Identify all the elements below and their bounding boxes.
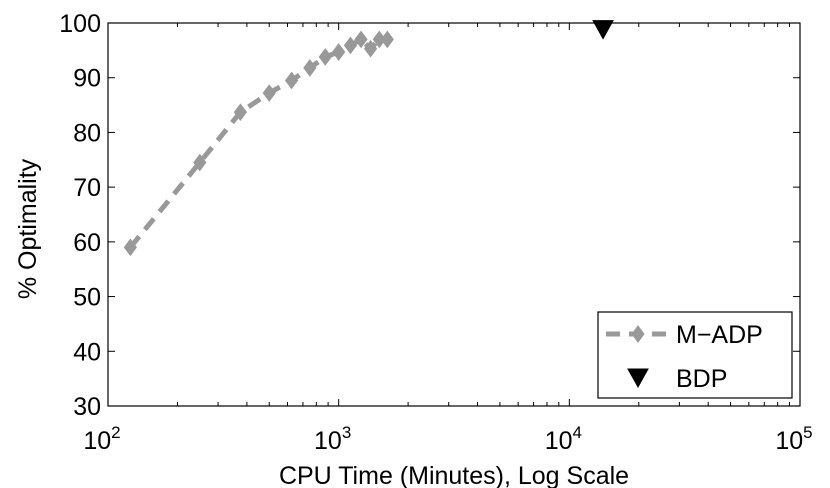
y-tick-label: 50 bbox=[73, 284, 101, 312]
legend: M−ADP BDP bbox=[597, 311, 793, 399]
y-axis-label: % Optimality bbox=[14, 158, 42, 299]
axis-ticks bbox=[107, 22, 801, 407]
legend-entries: M−ADP BDP bbox=[606, 321, 763, 393]
data-point bbox=[123, 238, 137, 257]
legend-label: BDP bbox=[676, 365, 727, 393]
data-point bbox=[380, 30, 394, 49]
data-point bbox=[303, 59, 317, 77]
x-tick-labels: 102 103 104 105 bbox=[83, 423, 812, 455]
data-point bbox=[262, 84, 276, 102]
y-tick-label: 70 bbox=[73, 174, 101, 202]
y-tick-label: 60 bbox=[73, 229, 101, 257]
y-tick-label: 30 bbox=[73, 393, 101, 421]
x-tick-label: 104 bbox=[545, 423, 582, 455]
data-point bbox=[592, 20, 614, 40]
x-tick-label: 105 bbox=[775, 423, 812, 455]
y-tick-label: 80 bbox=[73, 119, 101, 147]
series-layer bbox=[123, 20, 614, 257]
legend-entry: BDP bbox=[627, 365, 727, 393]
y-tick-label: 40 bbox=[73, 338, 101, 366]
data-point bbox=[332, 43, 346, 61]
x-axis-label: CPU Time (Minutes), Log Scale bbox=[279, 462, 629, 488]
x-tick-label: 103 bbox=[314, 423, 351, 455]
data-point bbox=[627, 368, 649, 389]
data-point bbox=[363, 39, 378, 58]
legend-box bbox=[597, 311, 793, 399]
data-point bbox=[354, 30, 368, 49]
y-tick-label: 100 bbox=[59, 10, 101, 38]
data-point bbox=[318, 48, 332, 66]
y-tick-label: 90 bbox=[73, 65, 101, 93]
data-point bbox=[233, 103, 248, 122]
legend-entry: M−ADP bbox=[606, 321, 763, 349]
data-point bbox=[343, 36, 358, 55]
data-point bbox=[284, 71, 299, 90]
x-tick-label: 102 bbox=[83, 423, 120, 455]
data-point bbox=[631, 325, 645, 343]
y-tick-labels: 30 40 50 60 70 80 90 100 bbox=[59, 10, 101, 421]
data-point bbox=[193, 153, 207, 172]
legend-label: M−ADP bbox=[676, 321, 763, 349]
series-bdp bbox=[592, 20, 614, 40]
series-m-adp bbox=[123, 30, 394, 257]
